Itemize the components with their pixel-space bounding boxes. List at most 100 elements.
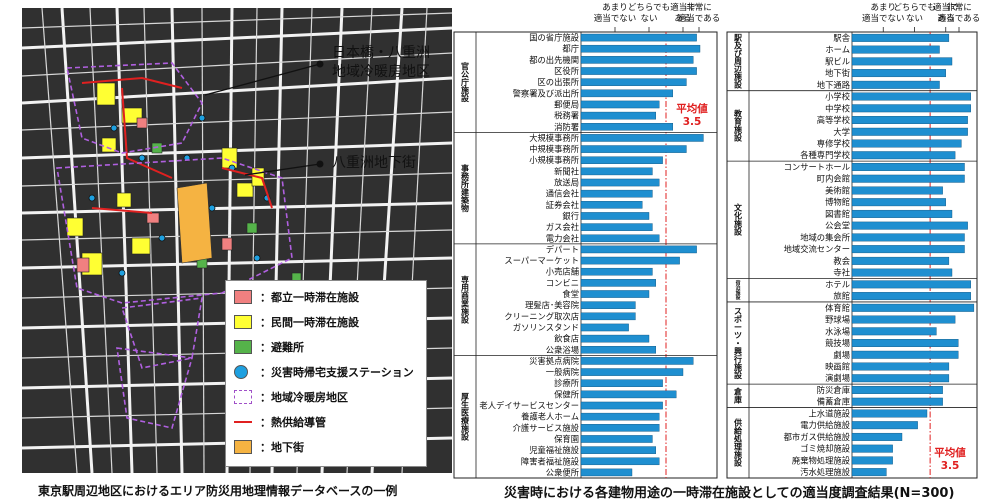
- bar: [851, 327, 937, 336]
- bar: [580, 468, 633, 477]
- bar: [851, 362, 950, 371]
- bar: [851, 350, 959, 359]
- bar: [851, 209, 953, 218]
- bar: [851, 245, 965, 254]
- bar-label: 駅ビル: [825, 56, 850, 66]
- chart-title: 災害時における各建物用途の一時滞在施設としての適当度調査結果(N=300): [504, 486, 955, 501]
- bar-label: 競技場: [825, 338, 850, 348]
- bar-label: コンサートホール: [784, 162, 850, 172]
- scale-label: あまり: [870, 3, 896, 13]
- bar-label: 中学校: [825, 103, 851, 113]
- bar: [851, 127, 968, 136]
- bar: [580, 301, 636, 309]
- bar: [580, 189, 653, 198]
- bar-label: 野球場: [825, 315, 850, 325]
- scale-label: 非常に: [946, 2, 972, 13]
- bar: [580, 212, 650, 220]
- bar: [851, 339, 959, 347]
- bar-label: 通信会社: [546, 189, 579, 199]
- bar-label: 地域の集会所: [800, 232, 850, 242]
- bar-label: 都の出先機関: [529, 55, 579, 65]
- bar-label: 中規模事務所: [529, 144, 579, 154]
- legend-label: ：民間一時滞在施設: [260, 316, 359, 329]
- bar: [851, 80, 940, 89]
- bar-label: 理髪店･美容院: [525, 300, 580, 310]
- bar: [580, 412, 660, 421]
- bar-label: デパート: [546, 244, 579, 254]
- bar: [580, 234, 660, 243]
- category-label: 官公庁施設: [460, 61, 470, 103]
- legend-label: ：地域冷暖房地区: [260, 391, 348, 404]
- legend-label: ：災害時帰宅支援ステーション: [260, 366, 414, 379]
- bar-label: 介護サービス施設: [513, 423, 580, 433]
- bar-label: 大学: [833, 127, 850, 137]
- bar-label: 教会: [833, 256, 850, 266]
- bar-label: クリーニング取次店: [504, 311, 579, 321]
- bar: [580, 167, 653, 176]
- scale-label: ある: [937, 14, 954, 24]
- bar-label: 備蓄倉庫: [817, 397, 850, 407]
- legend-swatch-icon: [234, 440, 252, 454]
- legend-item: ：熱供給導管: [234, 412, 326, 432]
- bar-label: 小学校: [825, 92, 851, 102]
- bar-label: 電力会社: [546, 233, 579, 243]
- bar-label: 保健所: [554, 389, 579, 399]
- bar: [851, 198, 946, 207]
- bar-label: 都市ガス供給施設: [784, 432, 851, 442]
- bar-label: 旅館: [833, 291, 850, 301]
- legend-swatch-icon: [234, 340, 252, 354]
- bar: [580, 201, 643, 209]
- bar: [851, 139, 962, 148]
- bar: [851, 303, 975, 312]
- bar-label: 診療所: [554, 378, 579, 388]
- category-label: 事務所建築物: [460, 163, 470, 213]
- bar: [580, 56, 694, 64]
- bar-label: 養護老人ホーム: [521, 412, 579, 422]
- scale-label: 非常に: [686, 2, 712, 13]
- bar-label: スーパーマーケット: [504, 256, 579, 266]
- bar: [580, 267, 653, 276]
- bar: [580, 134, 704, 142]
- callout-line-1: 日本橋・八重洲: [332, 45, 430, 61]
- legend-swatch-icon: [234, 390, 252, 404]
- bar-label: 食堂: [562, 289, 579, 299]
- bar: [580, 89, 674, 98]
- legend-item: ：災害時帰宅支援ステーション: [234, 362, 414, 382]
- bar-label: 廃棄物処理施設: [792, 455, 851, 465]
- scale-label: 適当でない: [862, 13, 905, 24]
- bar: [580, 156, 663, 164]
- bar: [851, 397, 943, 406]
- bar: [851, 92, 971, 101]
- bar: [851, 374, 950, 383]
- bar: [851, 280, 971, 289]
- bar: [851, 163, 965, 171]
- bar-label: 地域交流センター: [784, 244, 850, 254]
- bar-label: 都庁: [562, 44, 579, 54]
- bar-label: 小規模事務所: [529, 155, 579, 165]
- scale-label: どちらでも: [628, 3, 670, 13]
- bar-label: ホーム: [825, 45, 850, 55]
- bar: [580, 256, 680, 265]
- bar: [851, 292, 971, 301]
- map-caption: 東京駅周辺地区におけるエリア防災用地理情報データベースの一例: [38, 484, 398, 498]
- bar-label: ゴミ焼却施設: [800, 444, 850, 454]
- legend-label: ：都立一時滞在施設: [260, 291, 359, 304]
- bar: [580, 312, 636, 321]
- bar: [580, 401, 663, 410]
- bar: [851, 268, 953, 277]
- bar-label: 保育園: [554, 434, 579, 444]
- bar-label: 図書館: [825, 209, 850, 219]
- average-label: 平均値: [676, 102, 708, 115]
- bar: [851, 233, 965, 242]
- bar: [851, 444, 893, 453]
- bar: [580, 33, 697, 42]
- legend-swatch-icon: [234, 315, 252, 329]
- suitability-chart: あまり適当でないどちらでもない適当である非常に適当である官公庁施設国の省庁施設都…: [453, 2, 980, 479]
- bar: [580, 323, 629, 332]
- bar-label: 郵便局: [554, 99, 579, 109]
- map-legend: ：都立一時滞在施設 ：民間一時滞在施設 ：避難所 ：災害時帰宅支援ステーション ：地域冷…: [225, 280, 427, 467]
- bar-label: 寺社: [833, 268, 850, 278]
- bar-label: 体育館: [825, 303, 850, 313]
- bar-label: 大規模事務所: [529, 133, 579, 143]
- legend-item: ：地域冷暖房地区: [234, 387, 348, 407]
